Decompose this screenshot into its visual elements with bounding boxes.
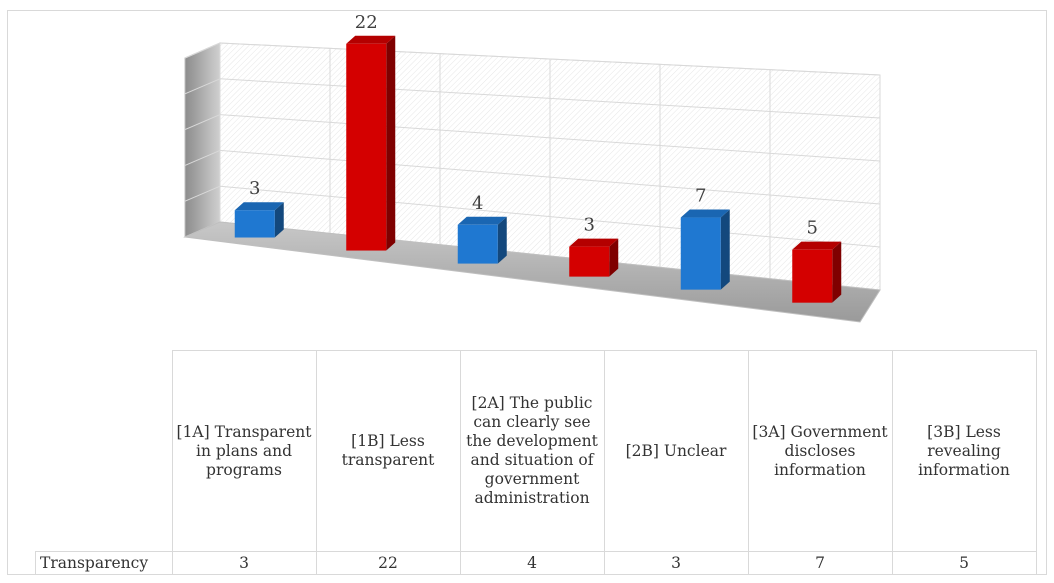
bar xyxy=(680,217,721,290)
bar xyxy=(346,43,387,251)
table-value: 7 xyxy=(747,551,893,575)
category-label: [3A] Government discloses information xyxy=(747,350,893,552)
bar-side xyxy=(497,216,507,264)
data-label: 3 xyxy=(249,178,260,199)
bar-top xyxy=(234,202,284,211)
bar-side xyxy=(832,241,842,303)
bar-top xyxy=(680,209,730,218)
series-name: Transparency xyxy=(35,551,173,575)
header-row: [1A] Transparent in plans and programs [1… xyxy=(35,350,1037,552)
table-value: 4 xyxy=(459,551,605,575)
side-grid-line xyxy=(184,42,221,59)
table-value: 5 xyxy=(891,551,1037,575)
data-label: 3 xyxy=(584,215,595,236)
data-table: [1A] Transparent in plans and programs [1… xyxy=(35,350,1037,575)
side-grid-line xyxy=(184,185,221,202)
category-label: [3B] Less revealing information xyxy=(891,350,1037,552)
value-row: Transparency 3 22 4 3 7 5 xyxy=(35,551,1037,575)
bar-top xyxy=(346,35,396,44)
chart-frame xyxy=(7,10,1047,575)
side-grid-line xyxy=(184,149,221,166)
table-value: 3 xyxy=(171,551,317,575)
category-label: [1B] Less transparent xyxy=(315,350,461,552)
side-grid-line xyxy=(184,114,221,131)
bar-top xyxy=(569,238,619,247)
table-value: 22 xyxy=(315,551,461,575)
side-grid-line xyxy=(184,78,221,95)
category-label: [1A] Transparent in plans and programs xyxy=(171,350,317,552)
bar-top xyxy=(457,216,507,225)
bar xyxy=(792,249,833,303)
bar-side xyxy=(386,35,396,251)
bar-side xyxy=(720,209,730,290)
bar xyxy=(234,210,275,238)
side-wall xyxy=(184,42,221,238)
category-label: [2B] Unclear xyxy=(603,350,749,552)
bar xyxy=(457,224,498,264)
table-value: 3 xyxy=(603,551,749,575)
bar-side xyxy=(274,202,284,238)
corner-cell xyxy=(35,350,173,552)
bar-top xyxy=(792,241,842,250)
data-label: 22 xyxy=(355,12,378,33)
data-label: 7 xyxy=(695,186,706,207)
bar xyxy=(569,246,610,277)
bar-side xyxy=(609,238,619,277)
category-label: [2A] The public can clearly see the deve… xyxy=(459,350,605,552)
data-label: 4 xyxy=(472,193,483,214)
data-label: 5 xyxy=(807,218,818,239)
